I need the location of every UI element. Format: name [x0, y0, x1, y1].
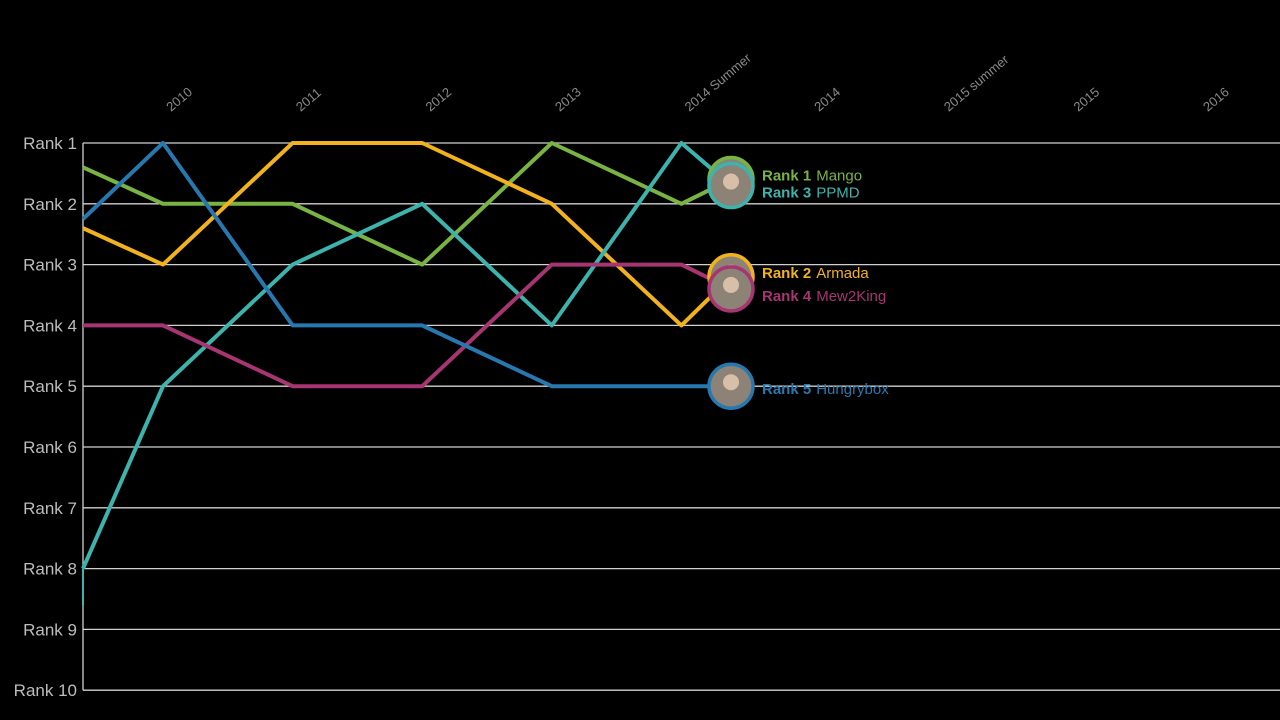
player-name: Mew2King [816, 288, 886, 305]
avatar-face [723, 276, 739, 293]
rank-label: Rank 4 [762, 288, 812, 305]
y-tick-label: Rank 7 [23, 499, 77, 518]
rank-label: Rank 5 [762, 381, 811, 398]
series-label-mew2king: Rank 4 Mew2King [762, 288, 886, 305]
series-label-armada: Rank 2 Armada [762, 265, 869, 282]
x-tick-label: 2012 [422, 84, 454, 114]
y-tick-label: Rank 8 [23, 560, 77, 579]
avatar-hungrybox [707, 362, 755, 410]
y-tick-label: Rank 1 [23, 134, 77, 153]
x-tick-label: 2014 Summer [682, 50, 755, 114]
player-name: Mango [816, 167, 862, 184]
series-line-hungrybox [81, 141, 731, 389]
y-tick-label: Rank 5 [23, 377, 77, 396]
player-name: Armada [816, 265, 869, 282]
series-line-mango [82, 141, 732, 267]
series-line-ppmd [81, 141, 733, 570]
rank-label: Rank 3 [762, 185, 811, 202]
series-label-hungrybox: Rank 5 Hungrybox [762, 381, 889, 398]
x-tick-label: 2010 [163, 84, 195, 114]
y-tick-label: Rank 6 [23, 438, 77, 457]
y-tick-label: Rank 9 [23, 620, 77, 639]
x-tick-label: 2015 summer [941, 51, 1012, 114]
player-name: Hungrybox [816, 381, 889, 398]
series-label-mango: Rank 1 Mango [762, 167, 862, 184]
x-tick-label: 2016 [1200, 84, 1232, 114]
x-tick-label: 2015 [1070, 84, 1102, 114]
series-line-armada [82, 141, 733, 328]
rank-label: Rank 1 [762, 167, 811, 184]
y-tick-label: Rank 4 [23, 316, 77, 335]
series-line-mew2king [83, 262, 732, 389]
x-tick-label: 2014 [811, 84, 843, 114]
avatar-face [723, 374, 739, 391]
x-tick-label: 2013 [552, 84, 584, 114]
avatar-ppmd [707, 161, 755, 210]
rank-label: Rank 2 [762, 265, 811, 282]
series-label-ppmd: Rank 3 PPMD [762, 185, 860, 202]
avatar-mew2king [707, 265, 755, 313]
x-tick-label: 2011 [293, 85, 324, 114]
y-tick-label: Rank 2 [23, 195, 77, 214]
player-name: PPMD [816, 185, 860, 202]
y-tick-label: Rank 10 [14, 681, 77, 700]
avatar-face [723, 173, 739, 190]
y-tick-label: Rank 3 [23, 256, 77, 275]
